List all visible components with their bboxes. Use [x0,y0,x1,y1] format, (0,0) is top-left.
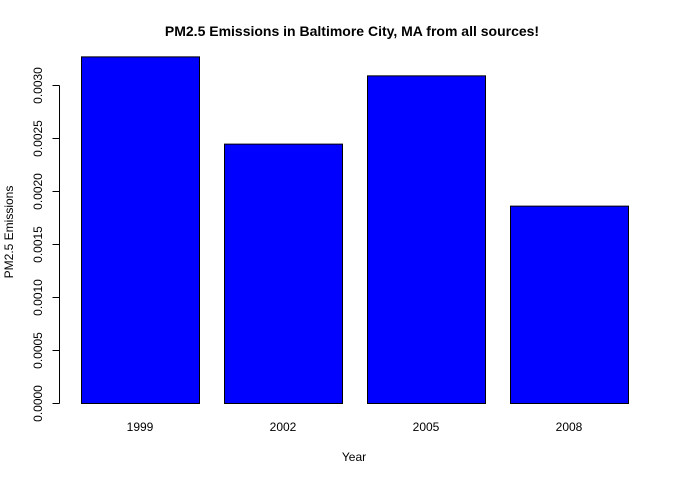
x-tick-label: 2008 [556,420,583,434]
x-tick-label: 2002 [270,420,297,434]
x-tick-labels: 1999 2002 2005 2008 [127,420,583,434]
y-tick-label: 0.0005 [31,332,45,369]
y-tick-label: 0.0030 [31,67,45,104]
y-tick-label: 0.0000 [31,385,45,422]
x-tick-label: 1999 [127,420,154,434]
x-tick-label: 2005 [413,420,440,434]
y-axis-label: PM2.5 Emissions [2,186,16,279]
y-tick-label: 0.0025 [31,120,45,157]
bar-2002 [224,143,343,404]
y-tick-label: 0.0020 [31,173,45,210]
bar-2005 [367,75,486,404]
y-tick-label: 0.0010 [31,279,45,316]
bar-1999 [81,56,200,404]
x-axis-label: Year [342,450,366,464]
y-axis: 0.0000 0.0005 0.0010 0.0015 0.0020 0.0025 0.00… [31,67,60,422]
bar-2008 [510,205,629,404]
y-tick-label: 0.0015 [31,226,45,263]
bars-group [81,56,629,404]
chart-title: PM2.5 Emissions in Baltimore City, MA fr… [165,23,539,39]
